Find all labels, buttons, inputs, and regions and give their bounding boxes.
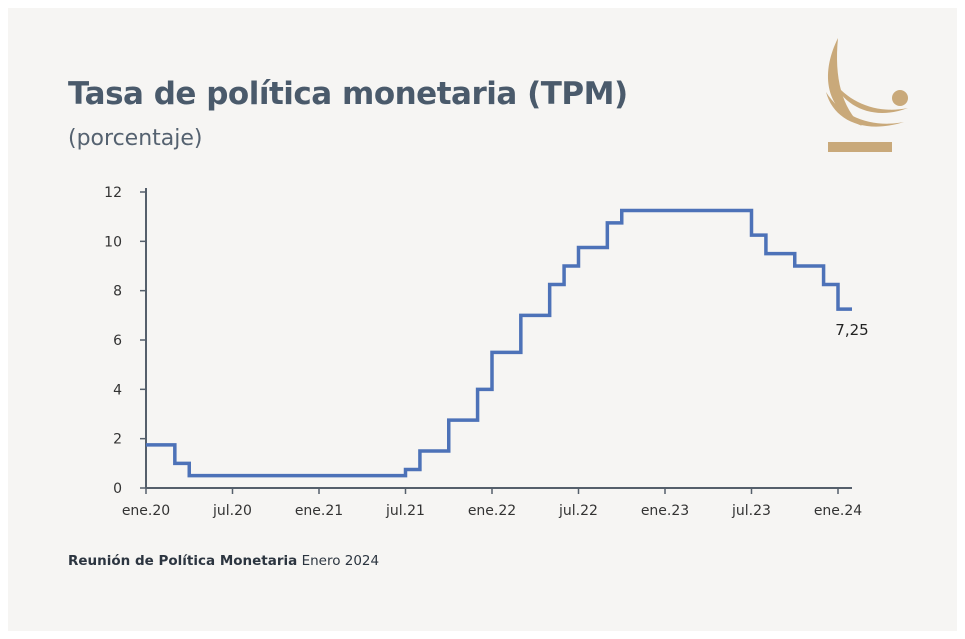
y-tick-label: 8 (113, 284, 122, 300)
chart-title: Tasa de política monetaria (TPM) (68, 76, 628, 112)
x-tick-label: jul.20 (212, 503, 252, 519)
footer-date: Enero 2024 (301, 553, 380, 569)
x-tick-label: ene.22 (468, 503, 516, 519)
y-tick-label: 12 (104, 185, 122, 201)
central-bank-logo-icon (826, 38, 908, 152)
tpm-step-line (146, 208, 852, 478)
x-tick-label: jul.22 (558, 503, 598, 519)
annotations: 7,25 (835, 321, 868, 339)
x-tick-label: ene.21 (295, 503, 343, 519)
y-tick-label: 2 (113, 432, 122, 448)
x-tick-label: ene.20 (122, 503, 170, 519)
chart-card (8, 8, 957, 631)
tpm-series (146, 208, 852, 478)
y-tick-label: 4 (113, 382, 122, 398)
footer-meeting-name: Reunión de Política Monetaria (68, 553, 298, 569)
x-tick-label: jul.21 (385, 503, 425, 519)
y-tick-label: 10 (104, 234, 122, 250)
x-axis: ene.20 jul.20 ene.21 jul.21 ene.22 jul.22 ene.… (122, 487, 862, 519)
chart-subtitle: (porcentaje) (68, 126, 203, 151)
x-tick-label: jul.23 (731, 503, 771, 519)
footer-source: Reunión de Política Monetaria Enero 2024 (68, 553, 379, 569)
x-tick-label: ene.23 (641, 503, 689, 519)
y-tick-label: 0 (113, 481, 122, 497)
x-tick-label: ene.24 (814, 503, 862, 519)
last-value-label: 7,25 (835, 321, 868, 339)
y-axis: 0 2 4 6 8 10 12 (104, 185, 147, 497)
y-tick-label: 6 (113, 333, 122, 349)
